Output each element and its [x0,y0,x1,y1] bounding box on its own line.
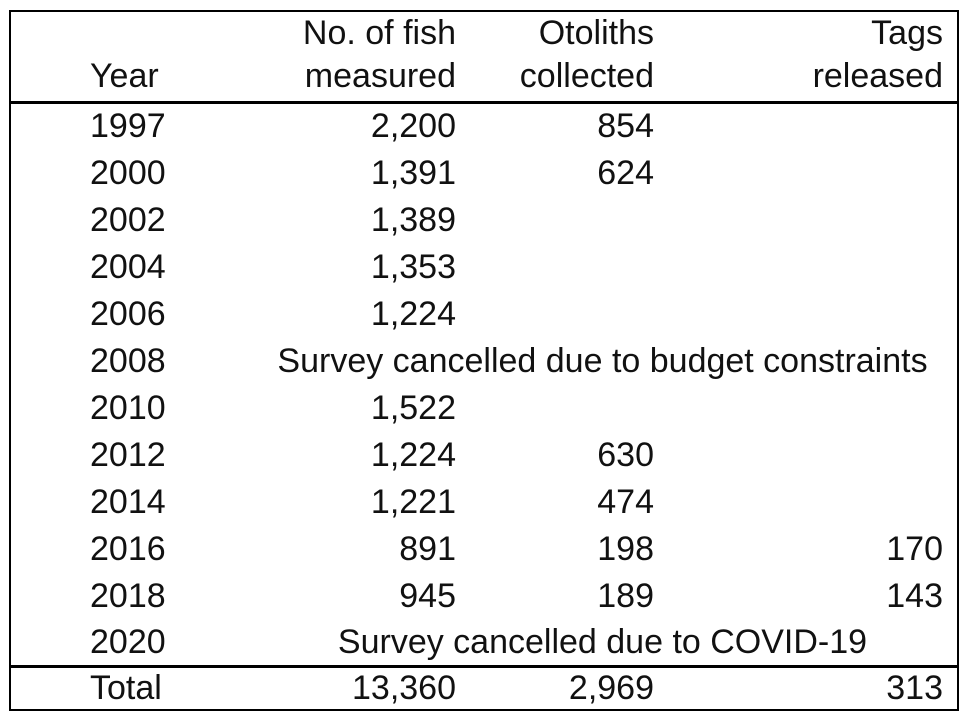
year-cell: 2018 [90,576,166,615]
fish-cell: 1,522 [370,388,456,427]
fish-cell: 1,389 [370,200,456,239]
fish-cell: 1,224 [370,435,456,474]
otoliths-cell [470,197,668,244]
total-fish: 13,360 [248,665,470,710]
year-cell: 2004 [90,247,166,286]
otoliths-cell: 198 [597,529,654,568]
table-row: 2012 1,224 630 [10,432,958,479]
total-tags: 313 [668,665,958,710]
otoliths-cell: 854 [597,107,654,146]
tags-cell [668,244,958,291]
table-row-note: 2020 Survey cancelled due to COVID-19 [10,620,958,667]
survey-cancelled-note: Survey cancelled due to COVID-19 [337,622,868,661]
fish-cell: 2,200 [370,107,456,146]
year-cell: 2008 [90,341,166,380]
tags-cell: 143 [886,576,943,615]
otoliths-cell: 624 [597,153,654,192]
survey-cancelled-note: Survey cancelled due to budget constrain… [277,341,928,380]
year-cell: 2000 [90,153,166,192]
table-row: 2002 1,389 [10,197,958,244]
otoliths-cell [470,291,668,338]
header-year-label: Year [90,57,159,95]
table-row: 1997 2,200 854 [10,103,958,150]
table-row: 2004 1,353 [10,244,958,291]
tags-cell [668,103,958,150]
year-cell: 2012 [90,435,166,474]
otoliths-cell [470,385,668,432]
tags-cell [668,150,958,197]
fish-cell: 945 [399,576,456,615]
tags-cell [668,385,958,432]
table-row: 2018 945 189 143 [10,573,958,620]
otoliths-cell: 189 [597,576,654,615]
table-body: 1997 2,200 854 2000 1,391 624 2002 1,389… [10,103,958,667]
year-cell: 2014 [90,482,166,521]
header-otoliths-line2: collected [519,57,654,95]
table-row: 2016 891 198 170 [10,526,958,573]
otoliths-cell: 630 [597,435,654,474]
fish-cell: 1,353 [370,247,456,286]
total-otoliths: 2,969 [470,665,668,710]
fish-cell: 1,221 [370,482,456,521]
tags-cell [668,479,958,526]
table-row-note: 2008 Survey cancelled due to budget cons… [10,338,958,385]
year-cell: 2002 [90,200,166,239]
table-header: Year No. of fish measured Otoliths colle… [10,11,958,104]
header-fish-measured: No. of fish measured [248,11,470,104]
year-cell: 2010 [90,388,166,427]
header-row: Year No. of fish measured Otoliths colle… [10,11,958,104]
header-otoliths-collected: Otoliths collected [470,11,668,104]
year-cell: 2016 [90,529,166,568]
header-tags-line1: Tags [871,14,943,52]
tags-cell [668,291,958,338]
header-tags-line2: released [812,57,943,95]
header-tags-released: Tags released [668,11,958,104]
header-fish-line2: measured [304,57,456,95]
year-cell: 2020 [90,622,166,661]
fish-cell: 1,391 [370,153,456,192]
fish-cell: 891 [399,529,456,568]
header-year: Year [10,11,248,104]
total-row: Total 13,360 2,969 313 [10,665,958,710]
survey-data-table: Year No. of fish measured Otoliths colle… [9,10,959,711]
otoliths-cell: 474 [597,482,654,521]
fish-cell: 1,224 [370,294,456,333]
year-cell: 1997 [90,107,166,146]
table-row: 2006 1,224 [10,291,958,338]
tags-cell [668,197,958,244]
table-row: 2010 1,522 [10,385,958,432]
total-label: Total [10,665,248,710]
otoliths-cell [470,244,668,291]
year-cell: 2006 [90,294,166,333]
table-row: 2014 1,221 474 [10,479,958,526]
tags-cell [668,432,958,479]
tags-cell: 170 [886,529,943,568]
table-footer: Total 13,360 2,969 313 [10,665,958,710]
header-fish-line1: No. of fish [302,14,456,52]
header-otoliths-line1: Otoliths [538,14,654,52]
table-row: 2000 1,391 624 [10,150,958,197]
